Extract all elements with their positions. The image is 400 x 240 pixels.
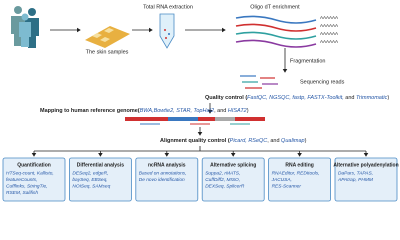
extraction-label: Total RNA extraction bbox=[143, 4, 193, 10]
analysis-title: ncRNA analysis bbox=[148, 162, 186, 168]
polya: AAAAAA bbox=[320, 15, 338, 20]
page: The skin samples Total RNA extraction Ol… bbox=[2, 4, 399, 202]
diagram: The skin samples Total RNA extraction Ol… bbox=[2, 4, 399, 202]
enrichment-label: Oligo dT enrichment bbox=[250, 4, 300, 10]
analysis-boxes: Quantification HTSeq-count, Kallisto,feat… bbox=[2, 150, 399, 202]
analysis-tools: Cufflinks, StringTie, bbox=[6, 183, 48, 189]
genome-bar bbox=[125, 117, 265, 125]
analysis-title: Alternative polyadenylation bbox=[333, 162, 398, 168]
analysis-tools: RSEM, Salifish bbox=[6, 190, 38, 196]
sample-tubes bbox=[85, 26, 130, 48]
analysis-box bbox=[2, 157, 66, 202]
analysis-tools: RES-Scanner bbox=[272, 183, 302, 189]
polya: AAAAAA bbox=[320, 31, 338, 36]
analysis-tools: APAtrap, PHMM bbox=[337, 177, 373, 183]
alignment-qc: Alignment quality control (Picard, RSeQC… bbox=[160, 138, 307, 144]
analysis-title: Differential analysis bbox=[77, 162, 124, 168]
analysis-tools: De novo identification bbox=[139, 177, 185, 183]
analysis-tools: HTSeq-count, Kallisto, bbox=[6, 170, 54, 176]
quality-control: Quality control (FastQC, NGSQC, fastp, F… bbox=[205, 95, 389, 101]
analysis-tools: DESeq2, edgeR, bbox=[72, 170, 108, 176]
polya: AAAAAA bbox=[320, 39, 338, 44]
analysis-title: Quantification bbox=[17, 162, 51, 168]
samples-label: The skin samples bbox=[86, 49, 129, 55]
analysis-title: Alternative splicing bbox=[210, 162, 256, 168]
mrna-strands bbox=[235, 15, 317, 48]
analysis-tools: featureCounts, bbox=[6, 177, 37, 183]
analysis-box bbox=[268, 157, 332, 202]
analysis-tools: DaPars, TAPAS, bbox=[338, 170, 373, 176]
fragmentation-label: Fragmentation bbox=[290, 58, 325, 64]
mapping: Mapping to human reference genome(BWA,Bo… bbox=[40, 108, 249, 114]
analysis-tools: NOISeq, SAMseq bbox=[72, 183, 110, 189]
analysis-box bbox=[135, 157, 199, 202]
analysis-tools: Based on annotations, bbox=[139, 170, 187, 176]
analysis-box bbox=[201, 157, 265, 202]
reads-label: Sequencing reads bbox=[300, 79, 345, 85]
analysis-tools: JACUSA, bbox=[271, 177, 292, 183]
polya: AAAAAA bbox=[320, 23, 338, 28]
reads bbox=[240, 75, 278, 89]
analysis-tools: DEXSeq, SplicerR bbox=[205, 183, 245, 189]
analysis-title: RNA editing bbox=[285, 162, 313, 168]
analysis-tools: Suppa2, rMATS, bbox=[205, 170, 240, 176]
people-icon bbox=[11, 6, 39, 48]
analysis-tools: CuffDiff2, MISO, bbox=[205, 177, 240, 183]
analysis-box bbox=[334, 157, 398, 202]
analysis-tools: baySeq, EBSeq, bbox=[72, 177, 107, 183]
analysis-box bbox=[69, 157, 132, 202]
analysis-tools: RNAEditor, REDItools, bbox=[272, 170, 320, 176]
tube bbox=[159, 13, 175, 49]
